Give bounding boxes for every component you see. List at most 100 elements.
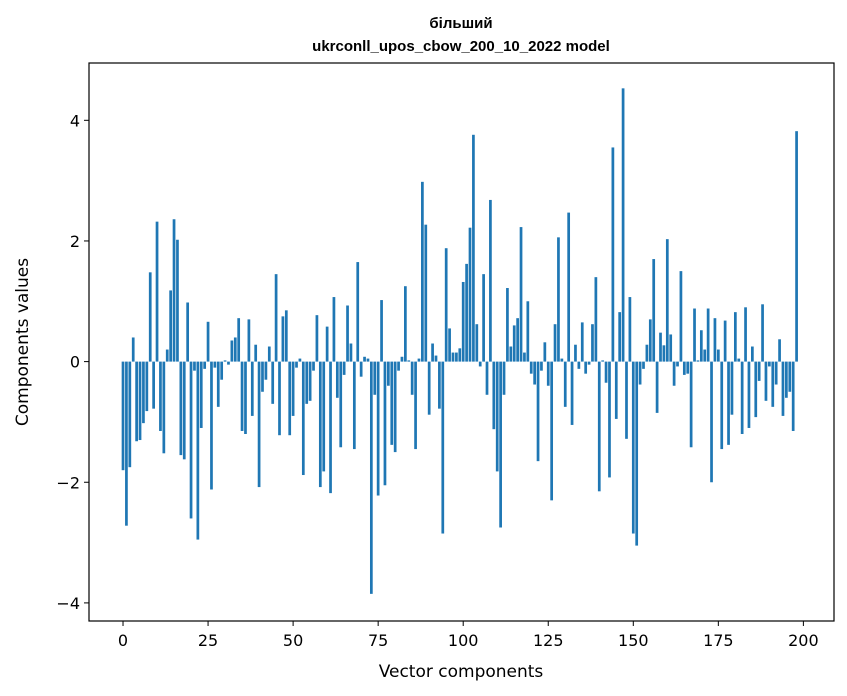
bar-52: [298, 358, 302, 362]
bar-175: [716, 349, 720, 362]
bar-22: [196, 361, 200, 540]
bar-188: [761, 304, 764, 362]
bar-137: [587, 361, 591, 365]
bar-26: [210, 361, 213, 490]
bar-190: [768, 361, 771, 367]
bar-168: [693, 308, 696, 362]
bar-138: [591, 324, 594, 362]
y-axis-label: Components values: [13, 258, 33, 426]
bar-21: [193, 361, 196, 371]
plot-frame: [88, 62, 835, 622]
bar-51: [295, 361, 298, 368]
bar-40: [257, 361, 261, 488]
bar-68: [352, 361, 356, 450]
bar-14: [169, 290, 172, 362]
bar-197: [791, 361, 795, 431]
chart-title-line2: ukrconll_upos_cbow_200_10_2022 model: [312, 38, 610, 55]
bar-115: [512, 325, 516, 362]
bar-96: [448, 328, 451, 362]
bar-5: [138, 361, 142, 441]
bar-46: [278, 361, 281, 436]
bar-78: [387, 361, 390, 386]
x-tick-label-175: 175: [703, 631, 734, 650]
bar-103: [472, 134, 475, 362]
bar-122: [536, 361, 540, 462]
bar-72: [366, 358, 370, 362]
bar-119: [526, 301, 530, 362]
bar-139: [594, 277, 598, 362]
bar-43: [267, 346, 271, 362]
chart-title: більший ukrconll_upos_cbow_200_10_2022 m…: [312, 15, 610, 55]
x-tick-label-0: 0: [118, 631, 128, 650]
bar-4: [135, 361, 138, 442]
bar-182: [740, 361, 744, 434]
bar-81: [397, 361, 400, 371]
bar-128: [557, 237, 560, 362]
bar-12: [162, 361, 166, 454]
bar-58: [318, 361, 322, 488]
bar-148: [625, 361, 628, 439]
bar-41: [261, 361, 264, 392]
bar-192: [774, 361, 778, 385]
bar-87: [417, 358, 421, 362]
x-tick-label-150: 150: [618, 631, 649, 650]
bar-156: [652, 259, 656, 362]
bar-45: [274, 274, 278, 362]
chart-title-line1: більший: [429, 15, 492, 32]
bar-0: [121, 361, 125, 471]
bar-132: [570, 361, 574, 425]
x-tick-label-125: 125: [533, 631, 564, 650]
bar-136: [584, 361, 588, 374]
bar-48: [284, 310, 288, 362]
bar-131: [567, 212, 571, 362]
bar-57: [315, 315, 319, 362]
bar-133: [574, 344, 577, 362]
bar-101: [465, 263, 468, 362]
bar-95: [444, 248, 448, 362]
bar-161: [669, 334, 673, 362]
bar-174: [713, 318, 717, 362]
bar-60: [325, 326, 329, 362]
bar-143: [608, 361, 611, 478]
bar-99: [458, 348, 462, 362]
bar-47: [281, 316, 285, 362]
bar-64: [339, 361, 343, 448]
bar-164: [679, 271, 683, 362]
bar-112: [502, 361, 506, 395]
bar-196: [788, 361, 792, 392]
bar-160: [665, 239, 669, 362]
bar-127: [553, 324, 557, 362]
bars-group: [121, 88, 798, 594]
bar-171: [703, 349, 707, 362]
bar-177: [723, 320, 727, 362]
bar-145: [614, 361, 618, 419]
bar-129: [560, 358, 564, 362]
bar-7: [145, 361, 149, 412]
bar-110: [495, 361, 499, 472]
bar-9: [152, 361, 155, 409]
bar-142: [604, 361, 608, 383]
bar-89: [424, 224, 428, 362]
bar-53: [301, 361, 305, 476]
bar-173: [710, 361, 713, 483]
bar-121: [533, 361, 536, 385]
bar-93: [438, 361, 441, 409]
bar-32: [230, 340, 234, 362]
bar-54: [305, 361, 309, 404]
bar-29: [220, 361, 224, 380]
bar-108: [489, 199, 492, 362]
bar-162: [672, 361, 676, 386]
bar-65: [342, 361, 346, 375]
bar-184: [747, 361, 751, 428]
bar-82: [400, 356, 404, 362]
bar-2: [128, 361, 132, 468]
bar-114: [509, 346, 513, 362]
bar-194: [781, 361, 785, 416]
bar-75: [376, 361, 380, 496]
bar-111: [499, 361, 502, 528]
bar-185: [751, 346, 754, 362]
bar-42: [264, 361, 268, 380]
bar-88: [421, 181, 424, 362]
bar-86: [414, 361, 417, 450]
bar-100: [461, 281, 465, 362]
